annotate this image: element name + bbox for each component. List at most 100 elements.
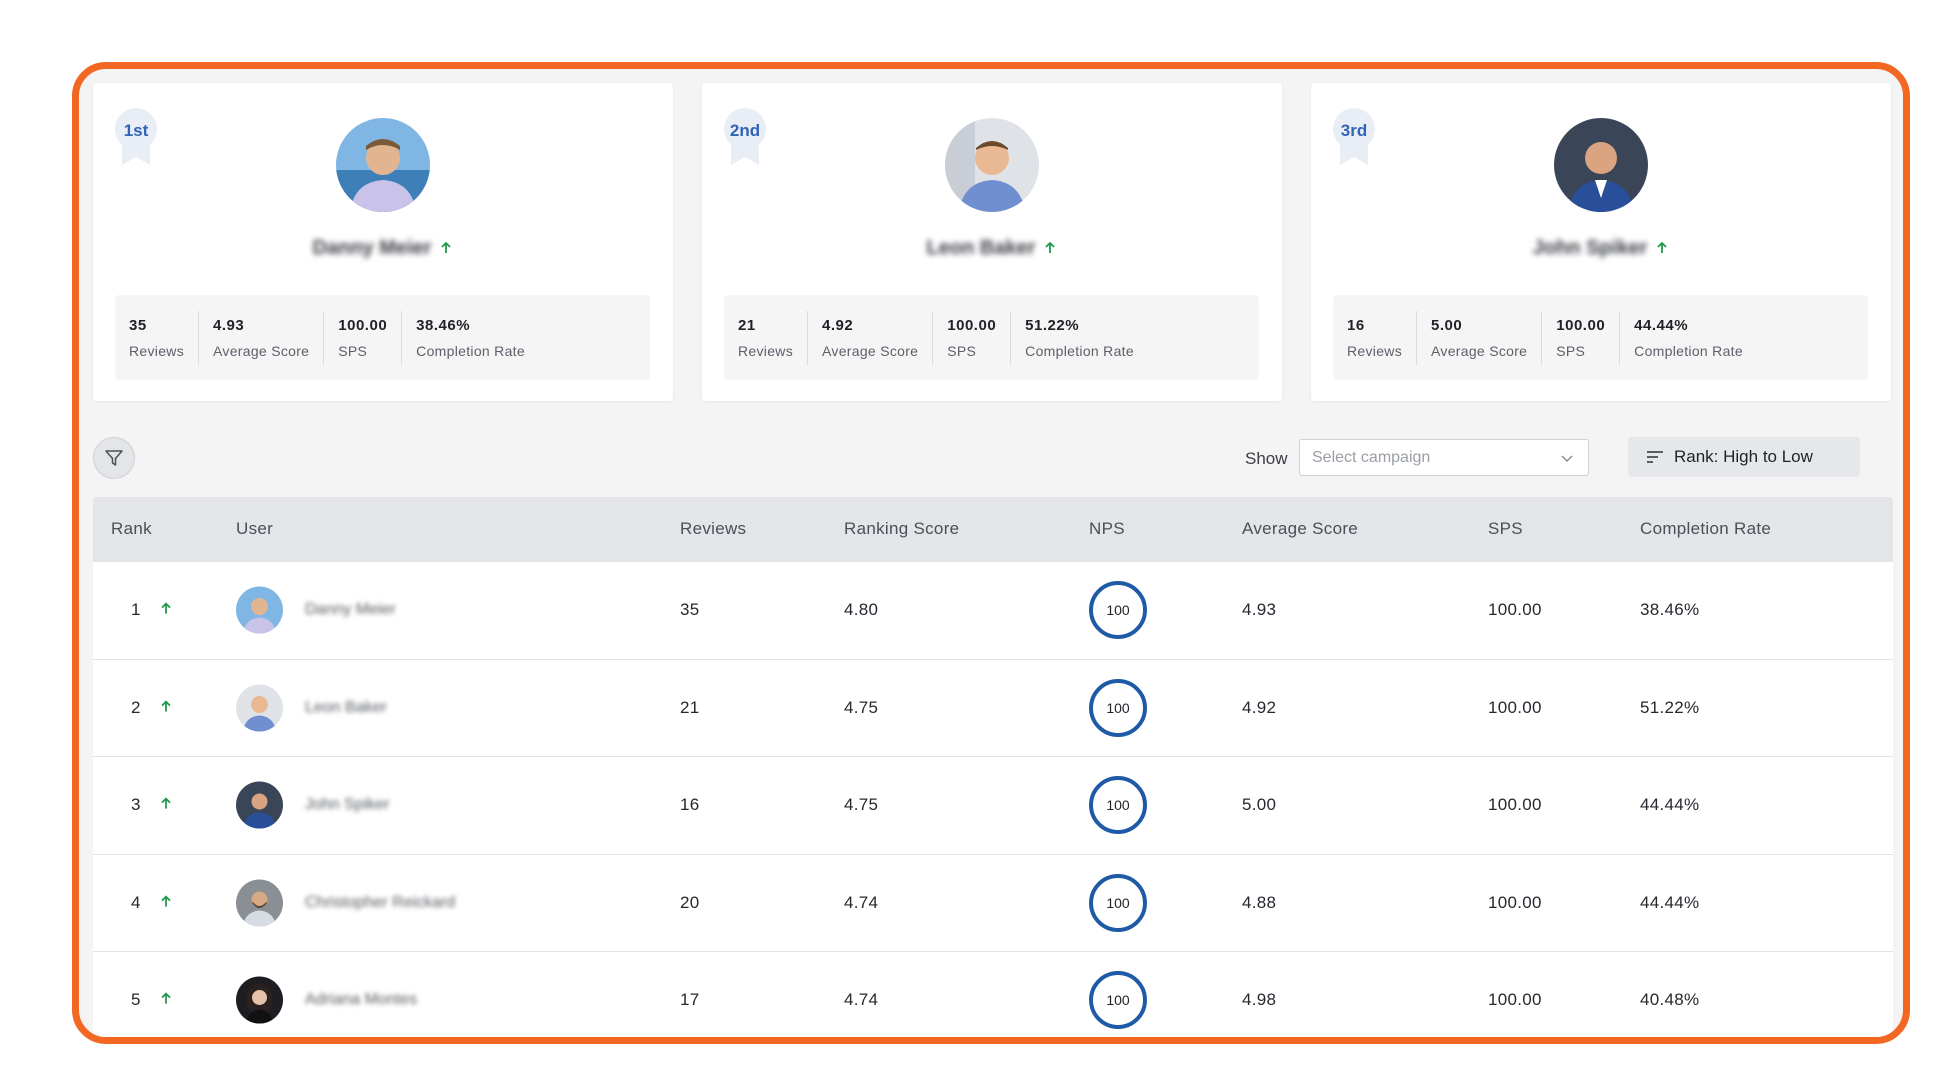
- avatar: [1554, 118, 1648, 212]
- show-label: Show: [1245, 449, 1288, 468]
- stat-sps: 100.00 SPS: [1541, 310, 1619, 365]
- user-name[interactable]: Danny Meier: [305, 601, 396, 619]
- average-score-cell: 4.88: [1242, 892, 1277, 912]
- avatar: [236, 976, 283, 1024]
- table-row[interactable]: 5 Adriana Montes 17 4.74 100 4.98 100.00…: [93, 952, 1893, 1037]
- sps-cell: 100.00: [1488, 795, 1542, 815]
- col-rank[interactable]: Rank: [111, 519, 152, 538]
- average-score-cell: 5.00: [1242, 795, 1277, 815]
- table-row[interactable]: 3 John Spiker 16 4.75 100 5.00 100.00 44…: [93, 757, 1893, 855]
- col-nps[interactable]: NPS: [1089, 519, 1125, 538]
- leaderboard-panel: 1st Danny Meier 35 Reviews 4.93 Average Sc…: [72, 62, 1910, 1044]
- col-sps[interactable]: SPS: [1488, 519, 1523, 538]
- rank-cell: 5: [131, 990, 141, 1010]
- completion-rate-cell: 40.48%: [1640, 990, 1700, 1010]
- user-name-row: Danny Meier: [93, 233, 673, 263]
- campaign-select-placeholder: Select campaign: [1312, 448, 1431, 466]
- ranking-score-cell: 4.74: [844, 990, 879, 1010]
- reviews-cell: 17: [680, 990, 700, 1010]
- col-reviews[interactable]: Reviews: [680, 519, 747, 538]
- sort-label: Rank: High to Low: [1674, 447, 1813, 466]
- col-ranking-score[interactable]: Ranking Score: [844, 519, 960, 538]
- avatar: [236, 586, 283, 634]
- completion-rate-cell: 44.44%: [1640, 892, 1700, 912]
- col-user[interactable]: User: [236, 519, 274, 538]
- arrow-up-icon: [161, 797, 171, 809]
- average-score-cell: 4.92: [1242, 697, 1277, 717]
- place-label: 2nd: [729, 121, 761, 140]
- reviews-cell: 21: [680, 697, 700, 717]
- average-score-cell: 4.98: [1242, 990, 1277, 1010]
- user-name: Danny Meier: [312, 236, 432, 259]
- arrow-up-icon: [161, 992, 171, 1004]
- arrow-up-icon: [161, 602, 171, 614]
- rank-cell: 1: [131, 600, 141, 620]
- stat-sps: 100.00 SPS: [323, 310, 401, 365]
- rank-cell: 3: [131, 795, 141, 815]
- avatar: [336, 118, 430, 212]
- user-name[interactable]: Christopher Reickard: [305, 893, 456, 911]
- sps-cell: 100.00: [1488, 697, 1542, 717]
- ranking-score-cell: 4.80: [844, 600, 879, 620]
- arrow-up-icon: [1657, 241, 1667, 253]
- leaderboard-table: Rank User Reviews Ranking Score NPS Aver…: [93, 497, 1893, 1037]
- table-row[interactable]: 1 Danny Meier 35 4.80 100 4.93 100.00 38…: [93, 562, 1893, 660]
- col-average-score[interactable]: Average Score: [1242, 519, 1359, 538]
- stat-reviews: 21 Reviews: [738, 316, 794, 359]
- user-name[interactable]: Adriana Montes: [305, 991, 418, 1009]
- chevron-down-icon: [1561, 454, 1573, 462]
- reviews-cell: 16: [680, 795, 700, 815]
- user-name: John Spiker: [1532, 236, 1648, 259]
- place-label: 1st: [123, 121, 149, 140]
- sort-button[interactable]: Rank: High to Low: [1628, 437, 1860, 477]
- table-header: Rank User Reviews Ranking Score NPS Aver…: [93, 497, 1893, 562]
- stat-reviews: 16 Reviews: [1347, 316, 1403, 359]
- sort-lines-icon: [1647, 451, 1663, 463]
- podium-card-first[interactable]: 1st Danny Meier 35 Reviews 4.93 Average Sc…: [93, 83, 673, 401]
- table-row[interactable]: 2 Leon Baker 21 4.75 100 4.92 100.00 51.…: [93, 659, 1893, 757]
- place-ribbon-icon: 3rd: [1331, 107, 1377, 167]
- stat-average-score: 5.00 Average Score: [1416, 310, 1541, 365]
- avatar: [945, 118, 1039, 212]
- ranking-score-cell: 4.75: [844, 697, 879, 717]
- sps-cell: 100.00: [1488, 600, 1542, 620]
- place-label: 3rd: [1340, 121, 1368, 140]
- user-name[interactable]: John Spiker: [305, 796, 390, 814]
- user-name-row: John Spiker: [1311, 233, 1891, 263]
- nps-badge: 100: [1089, 971, 1147, 1030]
- stat-completion-rate: 44.44% Completion Rate: [1619, 310, 1757, 365]
- nps-badge: 100: [1089, 776, 1147, 835]
- avatar: [236, 879, 283, 927]
- stat-reviews: 35 Reviews: [129, 316, 185, 359]
- arrow-up-icon: [1045, 241, 1056, 253]
- place-ribbon-icon: 1st: [113, 107, 159, 167]
- campaign-select[interactable]: Select campaign: [1299, 439, 1589, 476]
- podium-card-third[interactable]: 3rd John Spiker 16 Reviews 5.00 Average Sc…: [1311, 83, 1891, 401]
- completion-rate-cell: 38.46%: [1640, 600, 1700, 620]
- col-completion-rate[interactable]: Completion Rate: [1640, 519, 1772, 538]
- avatar: [236, 684, 283, 732]
- rank-cell: 4: [131, 892, 141, 912]
- filter-button[interactable]: [93, 437, 135, 479]
- nps-badge: 100: [1089, 581, 1147, 640]
- table-row[interactable]: 4 Christopher Reickard 20 4.74 100 4.88 …: [93, 854, 1893, 952]
- completion-rate-cell: 51.22%: [1640, 697, 1700, 717]
- rank-cell: 2: [131, 697, 141, 717]
- stat-average-score: 4.92 Average Score: [807, 310, 932, 365]
- stats-bar: 35 Reviews 4.93 Average Score 100.00 SPS 38…: [115, 295, 650, 380]
- reviews-cell: 35: [680, 600, 700, 620]
- sps-cell: 100.00: [1488, 892, 1542, 912]
- average-score-cell: 4.93: [1242, 600, 1277, 620]
- nps-badge: 100: [1089, 873, 1147, 932]
- stat-completion-rate: 51.22% Completion Rate: [1010, 310, 1148, 365]
- stats-bar: 16 Reviews 5.00 Average Score 100.00 SPS 44…: [1333, 295, 1868, 380]
- ranking-score-cell: 4.75: [844, 795, 879, 815]
- filter-icon: [105, 450, 123, 466]
- stats-bar: 21 Reviews 4.92 Average Score 100.00 SPS 51…: [724, 295, 1259, 380]
- nps-badge: 100: [1089, 678, 1147, 737]
- stat-average-score: 4.93 Average Score: [198, 310, 323, 365]
- podium-card-second[interactable]: 2nd Leon Baker 21 Reviews 4.92 Average Sco…: [702, 83, 1282, 401]
- user-name[interactable]: Leon Baker: [305, 698, 387, 716]
- user-name-row: Leon Baker: [702, 233, 1282, 263]
- reviews-cell: 20: [680, 892, 700, 912]
